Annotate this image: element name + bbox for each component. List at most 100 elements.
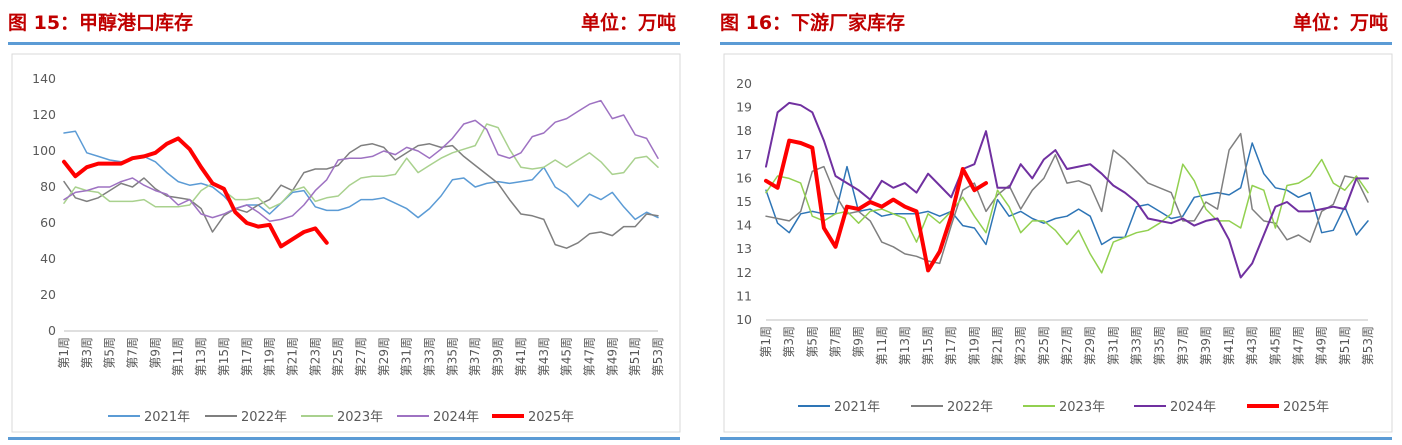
x-tick-label: 第21周	[285, 337, 299, 376]
series-line-2024年	[765, 101, 1369, 279]
x-tick-label: 第5周	[103, 337, 117, 369]
y-tick-label: 60	[40, 215, 56, 230]
x-tick-label: 第29周	[377, 337, 391, 376]
x-tick-label: 第11周	[875, 326, 889, 365]
x-tick-label: 第29周	[1083, 326, 1097, 365]
x-tick-label: 第41周	[1222, 326, 1236, 365]
x-tick-label: 第11周	[171, 337, 185, 376]
legend-label: 2022年	[241, 410, 287, 425]
x-tick-label: 第33周	[1129, 326, 1143, 365]
legend-label: 2021年	[144, 410, 190, 425]
series-line-2022年	[765, 132, 1369, 265]
x-tick-label: 第37周	[468, 337, 482, 376]
y-tick-label: 14	[736, 218, 752, 233]
x-tick-label: 第51周	[628, 337, 642, 376]
y-tick-label: 12	[736, 265, 752, 280]
y-tick-label: 18	[736, 123, 752, 138]
x-tick-label: 第31周	[1106, 326, 1120, 365]
y-tick-label: 80	[40, 179, 56, 194]
x-tick-label: 第35周	[1153, 326, 1167, 365]
x-tick-label: 第17周	[240, 337, 254, 376]
x-tick-label: 第31周	[400, 337, 414, 376]
downstream-factory-inventory-chart: 10 11 12 13 14 15 16 17 18 19 20 第1周 第3周 第5周 第7周 第9周 第11…	[723, 53, 1393, 433]
y-tick-label: 100	[32, 143, 56, 158]
x-tick-label: 第7周	[828, 326, 842, 358]
x-tick-label: 第5周	[805, 326, 819, 358]
x-tick-label: 第9周	[148, 337, 162, 369]
series-line-2025年	[764, 138, 988, 273]
y-tick-label: 17	[736, 147, 752, 162]
x-tick-label: 第19周	[263, 337, 277, 376]
figure-15-title: 图 15：甲醇港口库存	[8, 12, 194, 34]
legend-label: 2023年	[337, 410, 383, 425]
y-tick-label: 0	[48, 323, 56, 338]
legend-label: 2021年	[834, 400, 880, 415]
x-tick-label: 第51周	[1338, 326, 1352, 365]
x-tick-label: 第43周	[537, 337, 551, 376]
x-tick-label: 第17周	[944, 326, 958, 365]
figure-16-top-rule	[720, 42, 1392, 45]
y-tick-label: 20	[40, 287, 56, 302]
figure-16-unit: 单位：万吨	[1292, 12, 1388, 34]
legend-label: 2025年	[528, 410, 574, 425]
y-tick-label: 20	[736, 76, 752, 91]
x-tick-label: 第9周	[852, 326, 866, 358]
x-tick-label: 第25周	[1037, 326, 1051, 365]
y-tick-label: 10	[736, 312, 752, 327]
x-tick-label: 第49周	[605, 337, 619, 376]
figure-16-bottom-rule	[720, 437, 1392, 440]
y-tick-label: 13	[736, 241, 752, 256]
series-line-2021年	[63, 130, 659, 221]
plot-frame	[11, 53, 681, 433]
figure-15-bottom-rule	[8, 437, 680, 440]
figure-15-unit: 单位：万吨	[580, 12, 676, 34]
x-tick-label: 第37周	[1176, 326, 1190, 365]
series-line-2023年	[63, 123, 659, 210]
x-tick-label: 第3周	[782, 326, 796, 358]
legend-label: 2024年	[1170, 400, 1216, 415]
methanol-port-inventory-chart: 0 20 40 60 80 100 120 140 第1周 第3周 第5周 第7周 第9周 第11周 第13…	[11, 53, 681, 433]
figure-15-top-rule	[8, 42, 680, 45]
x-tick-label: 第39周	[1199, 326, 1213, 365]
x-tick-label: 第27周	[354, 337, 368, 376]
legend-label: 2024年	[433, 410, 479, 425]
x-tick-label: 第33周	[423, 337, 437, 376]
legend-label: 2025年	[1283, 400, 1329, 415]
x-tick-label: 第1周	[759, 326, 773, 358]
x-tick-label: 第25周	[331, 337, 345, 376]
x-tick-label: 第39周	[491, 337, 505, 376]
legend-label: 2023年	[1059, 400, 1105, 415]
plot-frame	[723, 53, 1393, 433]
series-line-2021年	[765, 142, 1369, 246]
y-tick-label: 120	[32, 107, 56, 122]
x-tick-label: 第47周	[582, 337, 596, 376]
y-tick-label: 140	[32, 71, 56, 86]
x-tick-label: 第7周	[126, 337, 140, 369]
figure-16-title: 图 16：下游厂家库存	[720, 12, 906, 34]
legend-label: 2022年	[947, 400, 993, 415]
x-tick-label: 第45周	[1268, 326, 1282, 365]
y-tick-label: 15	[736, 194, 752, 209]
x-tick-label: 第41周	[514, 337, 528, 376]
x-tick-label: 第15周	[921, 326, 935, 365]
series-line-2024年	[63, 99, 659, 222]
y-tick-label: 16	[736, 170, 752, 185]
x-tick-label: 第43周	[1245, 326, 1259, 365]
x-tick-label: 第53周	[1361, 326, 1375, 365]
x-tick-label: 第23周	[1014, 326, 1028, 365]
x-tick-label: 第23周	[308, 337, 322, 376]
x-tick-label: 第13周	[194, 337, 208, 376]
series-line-2023年	[765, 158, 1369, 274]
y-tick-label: 19	[736, 100, 752, 115]
x-tick-label: 第21周	[991, 326, 1005, 365]
x-tick-label: 第49周	[1315, 326, 1329, 365]
x-tick-label: 第53周	[651, 337, 665, 376]
x-tick-label: 第13周	[898, 326, 912, 365]
series-line-2025年	[62, 136, 329, 249]
x-tick-label: 第35周	[445, 337, 459, 376]
y-tick-label: 40	[40, 251, 56, 266]
figure-16-panel: 图 16：下游厂家库存 单位：万吨 10 11 12 13 14 15 16 17 18 19 20…	[712, 0, 1402, 445]
x-tick-label: 第45周	[560, 337, 574, 376]
figure-15-panel: 图 15：甲醇港口库存 单位：万吨 0 20 40 60 80 100 120 140 第1周第…	[0, 0, 690, 445]
x-tick-label: 第19周	[967, 326, 981, 365]
